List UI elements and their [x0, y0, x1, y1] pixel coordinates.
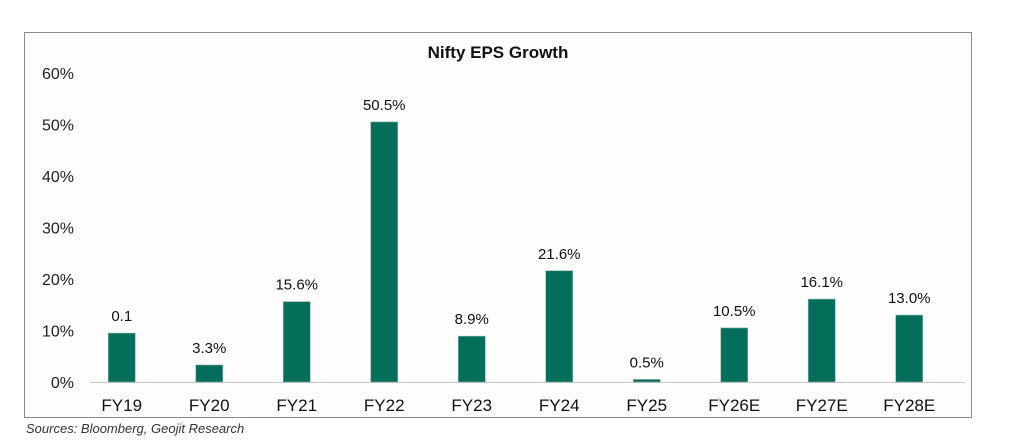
bar-fy19	[107, 332, 136, 383]
bar-fy22	[370, 121, 399, 383]
x-tick-label: FY27E	[796, 396, 848, 415]
bar-fy23	[457, 335, 486, 383]
data-label-fy19: 0.1	[111, 308, 132, 325]
y-axis: 0% 10% 20% 30% 40% 50% 60%	[42, 66, 74, 392]
x-tick-label: FY25	[626, 396, 667, 415]
source-note: Sources: Bloomberg, Geojit Research	[26, 421, 245, 436]
x-tick-label: FY21	[276, 396, 317, 415]
data-label-fy26e: 10.5%	[713, 303, 756, 320]
data-label-fy25: 0.5%	[630, 354, 664, 371]
data-label-fy28e: 13.0%	[888, 290, 931, 307]
y-tick-label: 60%	[42, 66, 74, 83]
data-label-fy21: 15.6%	[275, 277, 318, 294]
x-tick-label: FY19	[101, 396, 142, 415]
data-label-fy24: 21.6%	[538, 246, 581, 263]
bar-fy24	[545, 270, 574, 383]
x-tick-label: FY24	[539, 396, 580, 415]
x-tick-label: FY22	[364, 396, 405, 415]
bars-group	[107, 121, 924, 383]
bar-fy26e	[720, 327, 749, 383]
chart-title: Nifty EPS Growth	[427, 43, 569, 62]
y-tick-label: 0%	[51, 375, 74, 392]
x-axis: FY19 FY20 FY21 FY22 FY23 FY24 FY25 FY26E FY27E FY…	[101, 396, 935, 415]
x-tick-label: FY23	[451, 396, 492, 415]
bar-fy25	[632, 379, 661, 383]
bar-fy21	[282, 301, 311, 383]
data-label-fy20: 3.3%	[192, 340, 226, 357]
y-tick-label: 50%	[42, 118, 74, 135]
data-label-fy22: 50.5%	[363, 97, 406, 114]
y-tick-label: 40%	[42, 169, 74, 186]
bar-fy28e	[895, 314, 924, 383]
x-tick-label: FY20	[189, 396, 230, 415]
y-tick-label: 30%	[42, 221, 74, 238]
bar-fy27e	[807, 298, 836, 383]
x-tick-label: FY28E	[883, 396, 935, 415]
y-tick-label: 10%	[42, 324, 74, 341]
x-tick-label: FY26E	[708, 396, 760, 415]
data-label-fy23: 8.9%	[455, 311, 489, 328]
y-tick-label: 20%	[42, 272, 74, 289]
data-label-fy27e: 16.1%	[800, 274, 843, 291]
chart-frame: Nifty EPS Growth	[24, 32, 972, 418]
data-labels-group: 0.1 3.3% 15.6% 50.5% 8.9% 21.6% 0.5% 10.5% 16.1%…	[111, 97, 931, 371]
bar-fy20	[195, 364, 224, 383]
